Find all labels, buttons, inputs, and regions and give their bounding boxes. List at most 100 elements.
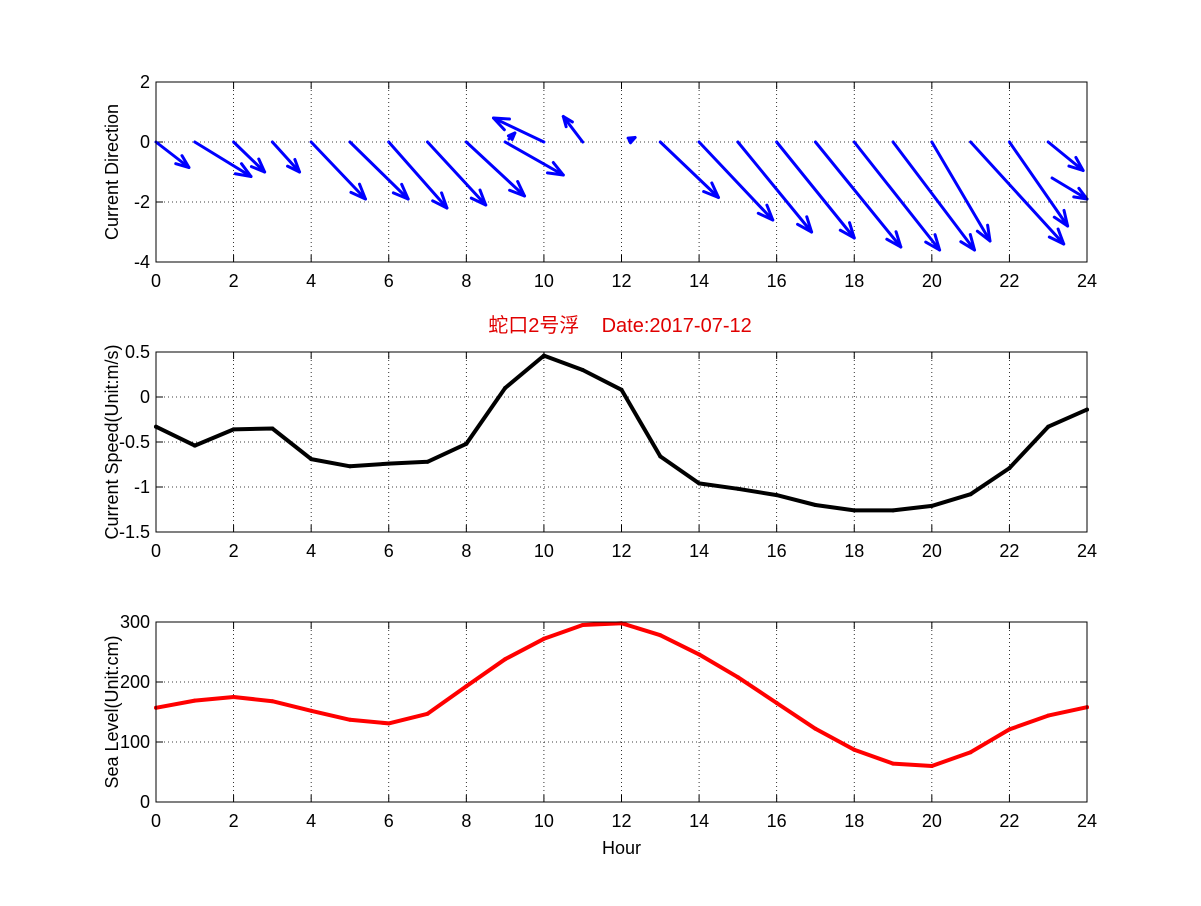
data-point (1007, 727, 1012, 732)
data-point (580, 623, 585, 627)
arrow-head (1052, 208, 1070, 228)
data-point (697, 481, 702, 486)
x-tick-label: 20 (922, 541, 942, 561)
current-arrow (270, 140, 302, 174)
x-tick-label: 12 (611, 541, 631, 561)
arrow-head (545, 161, 565, 177)
arrow-shaft (232, 140, 267, 174)
x-tick-label: 10 (534, 811, 554, 831)
arrow-head (506, 131, 517, 141)
arrow-shaft (775, 140, 856, 240)
data-point (697, 652, 702, 657)
current-arrow (1007, 140, 1070, 228)
arrow-shaft (930, 140, 992, 243)
arrow-shaft (1046, 140, 1085, 172)
current-arrow (930, 140, 992, 243)
x-tick-label: 6 (384, 811, 394, 831)
y-axis-label: Current Speed(Unit:m/s) (102, 344, 122, 539)
arrow-head (491, 116, 511, 132)
x-tick-label: 14 (689, 811, 709, 831)
y-tick-label: -4 (134, 252, 150, 272)
arrow-shaft (1007, 140, 1070, 228)
data-point (347, 717, 352, 722)
arrow-shaft (426, 140, 488, 207)
current-arrow (1046, 140, 1085, 172)
data-point (774, 493, 779, 498)
arrow-shaft (561, 115, 585, 144)
data-point (270, 426, 275, 431)
x-tick-label: 16 (767, 811, 787, 831)
y-tick-label: 0 (140, 387, 150, 407)
current-arrow (775, 140, 856, 240)
x-tick-label: 24 (1077, 541, 1097, 561)
arrow-head (431, 191, 449, 210)
data-point (619, 387, 624, 392)
x-tick-label: 0 (151, 271, 161, 291)
data-point (1007, 466, 1012, 471)
arrow-head (796, 215, 814, 234)
data-point (425, 459, 430, 464)
y-tick-label: -0.5 (119, 432, 150, 452)
x-tick-label: 6 (384, 271, 394, 291)
arrow-shaft (309, 140, 367, 201)
current-arrow (736, 140, 814, 234)
axes-frame (155, 351, 1088, 533)
arrow-head (975, 223, 992, 243)
x-tick-label: 6 (384, 541, 394, 561)
data-point (891, 508, 896, 513)
data-point (347, 464, 352, 469)
data-point (891, 761, 896, 766)
arrow-shaft (464, 140, 527, 198)
arrow-head (702, 181, 720, 199)
arrow-shaft (270, 140, 302, 174)
y-tick-label: 300 (120, 612, 150, 632)
y-tick-label: 0.5 (125, 342, 150, 362)
current-arrow (891, 140, 977, 252)
x-tick-label: 18 (844, 811, 864, 831)
data-point (813, 503, 818, 507)
x-tick-label: 2 (229, 811, 239, 831)
arrow-head (174, 154, 191, 169)
current-arrow (348, 140, 410, 201)
y-tick-label: -1.5 (119, 522, 150, 542)
arrow-head (286, 157, 302, 174)
x-tick-label: 20 (922, 271, 942, 291)
x-axis-label: Hour (602, 838, 641, 858)
arrow-head (1067, 155, 1085, 172)
arrow-shaft (852, 140, 942, 252)
y-tick-label: 0 (140, 792, 150, 812)
data-point (231, 427, 236, 432)
x-tick-label: 12 (611, 271, 631, 291)
x-tick-label: 18 (844, 541, 864, 561)
arrow-head (1047, 227, 1066, 246)
x-tick-label: 18 (844, 271, 864, 291)
x-tick-label: 22 (999, 541, 1019, 561)
data-point (852, 747, 857, 752)
x-tick-label: 20 (922, 811, 942, 831)
arrow-shaft (1050, 176, 1089, 201)
x-tick-label: 8 (461, 271, 471, 291)
data-point (541, 353, 546, 358)
arrow-shaft (348, 140, 410, 201)
data-point (658, 454, 663, 459)
x-tick-label: 2 (229, 541, 239, 561)
x-tick-label: 16 (767, 271, 787, 291)
x-tick-label: 8 (461, 811, 471, 831)
x-tick-label: 4 (306, 271, 316, 291)
arrow-shaft (813, 140, 903, 249)
current-arrow (658, 140, 720, 199)
data-point (658, 633, 663, 638)
x-tick-label: 14 (689, 271, 709, 291)
x-tick-label: 16 (767, 541, 787, 561)
current-arrow (626, 136, 637, 145)
data-point (1046, 713, 1051, 718)
axes-frame (155, 81, 1088, 263)
data-point (270, 699, 275, 704)
data-point (813, 726, 818, 731)
current-arrow (813, 140, 903, 249)
arrow-head (249, 157, 267, 174)
arrow-head (924, 233, 942, 252)
